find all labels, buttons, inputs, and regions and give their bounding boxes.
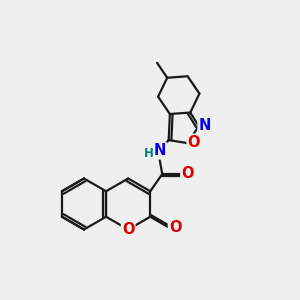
Text: O: O [188, 135, 200, 150]
Text: O: O [122, 222, 134, 237]
Text: N: N [199, 118, 211, 133]
Text: H: H [144, 146, 154, 160]
Text: N: N [154, 143, 167, 158]
Text: O: O [169, 220, 182, 236]
Text: O: O [181, 166, 194, 181]
